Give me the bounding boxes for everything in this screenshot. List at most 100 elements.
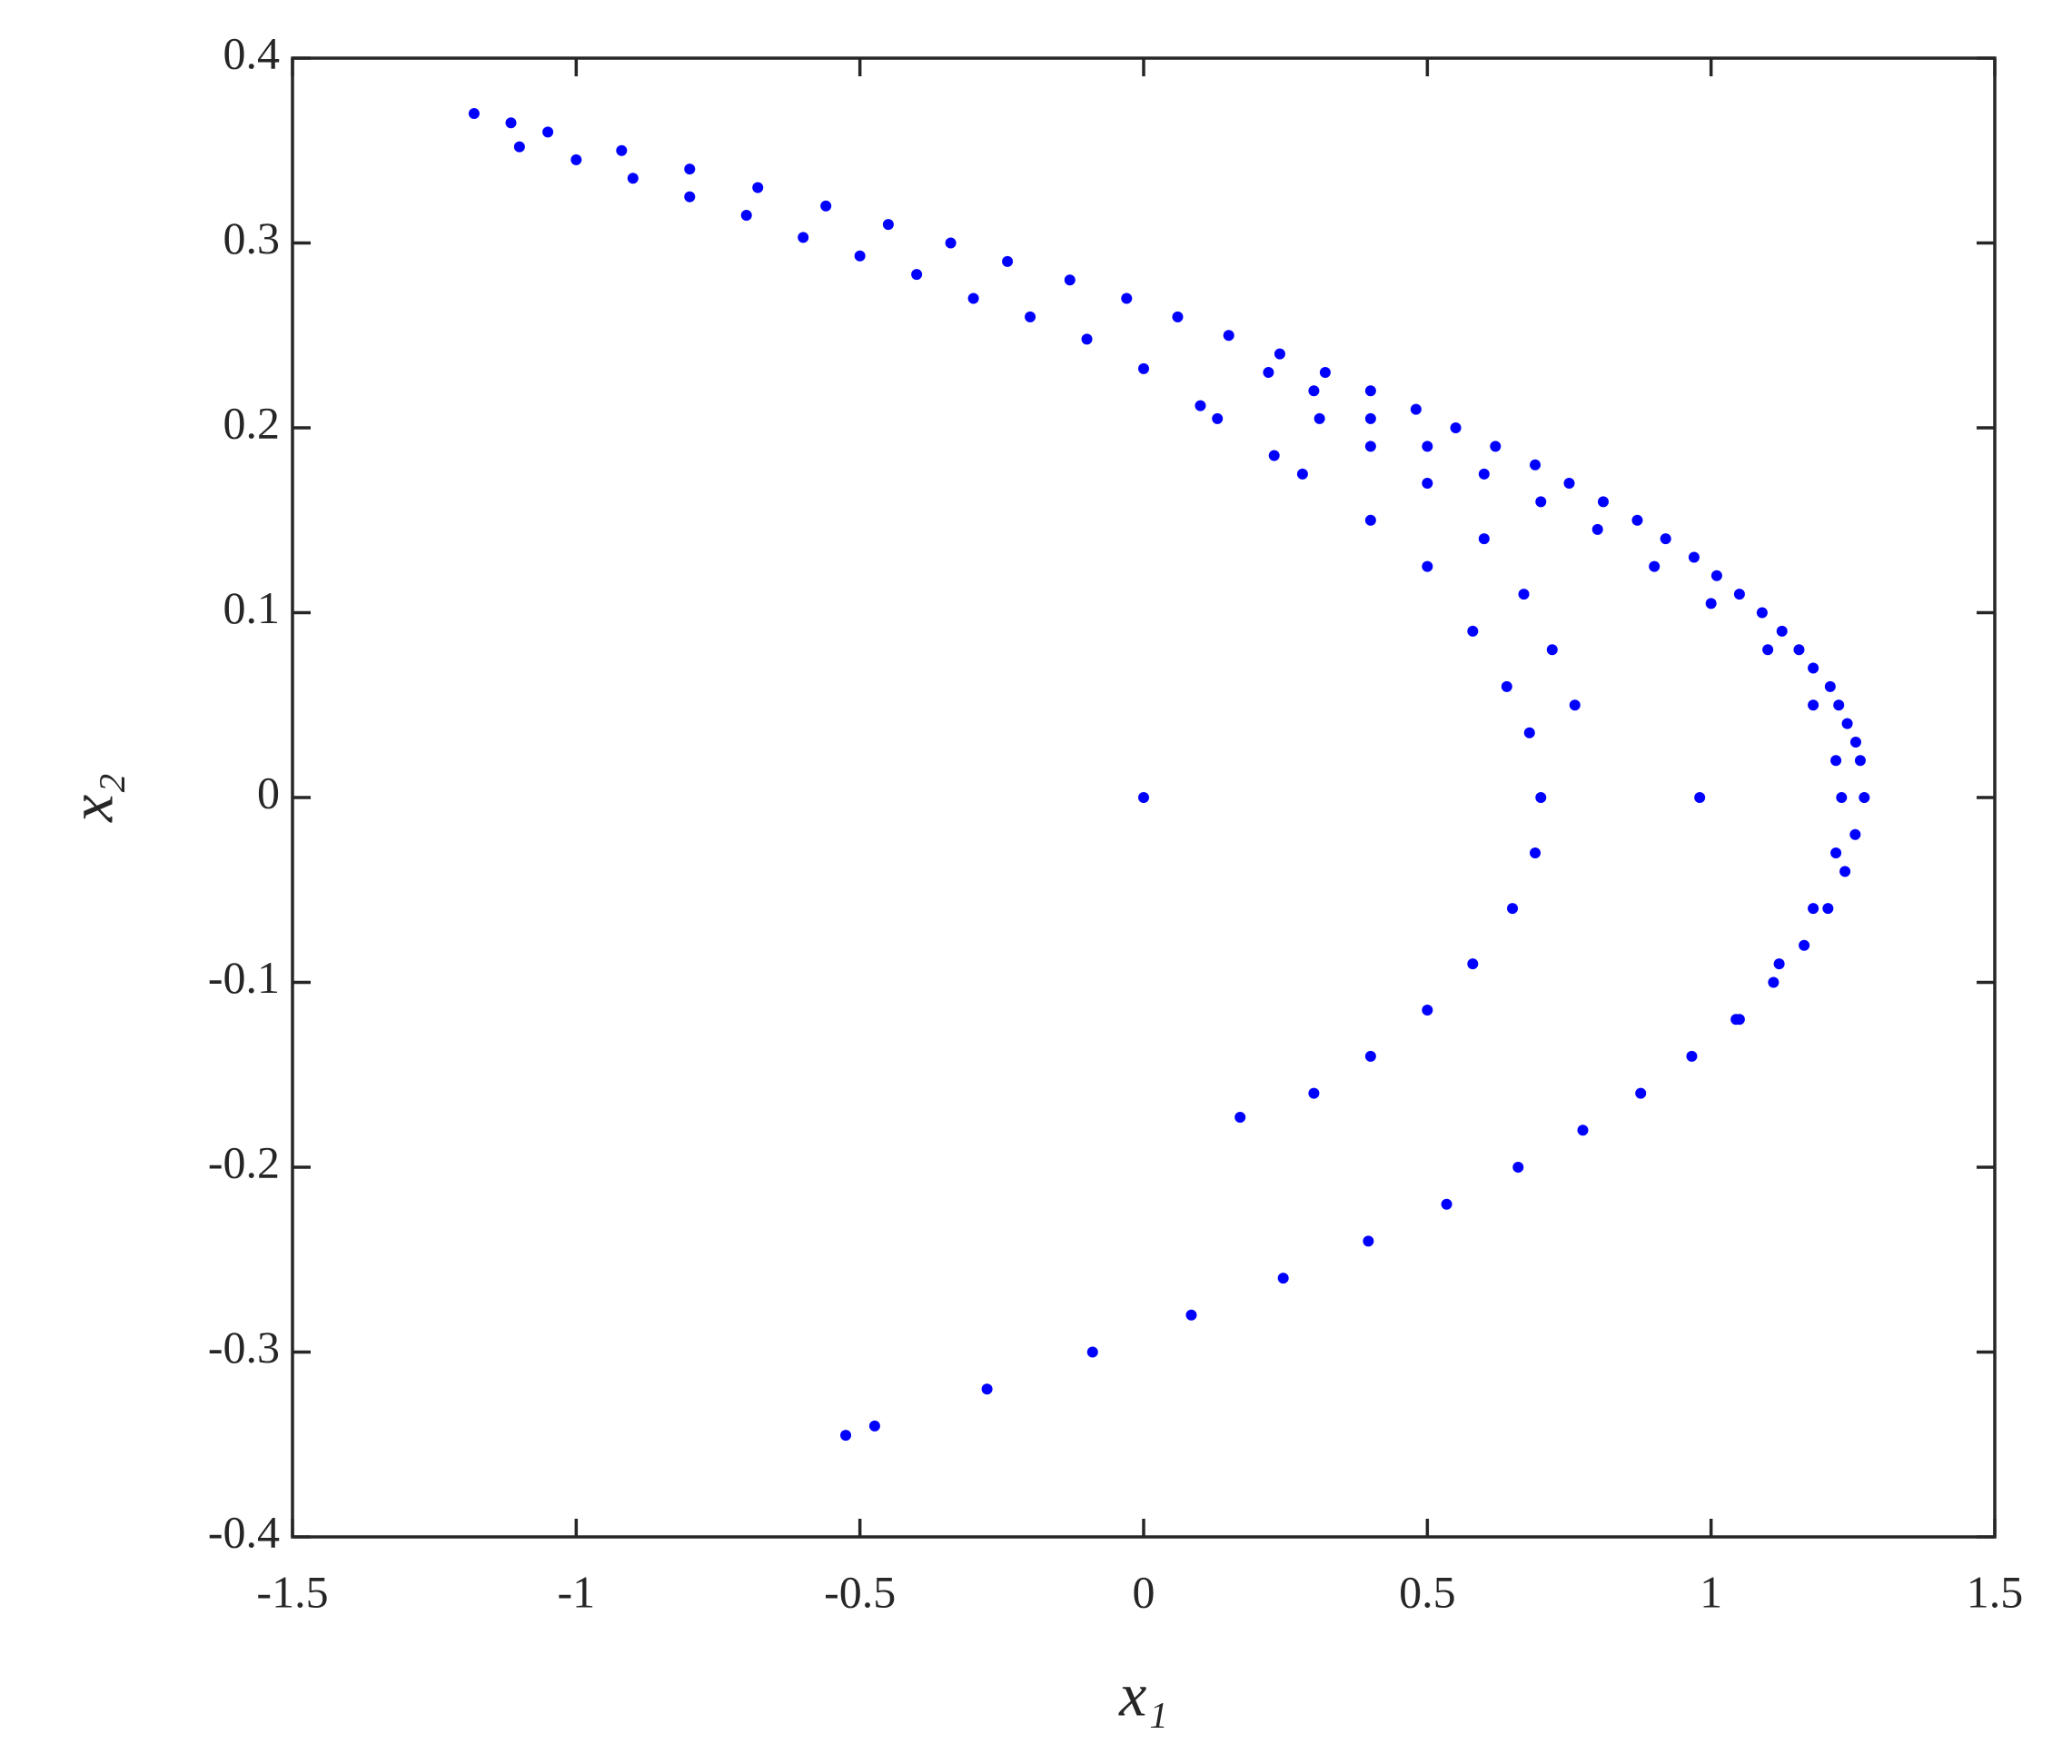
point xyxy=(1422,560,1433,572)
point xyxy=(1410,403,1422,415)
y-tick-label: 0.1 xyxy=(223,582,281,633)
point xyxy=(1478,533,1490,545)
point xyxy=(1660,533,1671,545)
point xyxy=(1563,478,1575,490)
point xyxy=(1631,514,1643,526)
point xyxy=(1808,699,1819,711)
point xyxy=(1172,311,1184,322)
point xyxy=(1002,255,1014,267)
x-tick-label: -1.5 xyxy=(256,1566,328,1617)
point xyxy=(1635,1087,1647,1099)
x-tick-label: 0.5 xyxy=(1399,1566,1456,1617)
point xyxy=(1364,385,1376,397)
point xyxy=(1830,755,1842,767)
plot-area xyxy=(468,108,1870,1442)
x-tick-label: -1 xyxy=(558,1566,596,1617)
point xyxy=(1776,625,1788,637)
point xyxy=(1733,1014,1745,1026)
point xyxy=(505,117,517,129)
point xyxy=(1223,330,1234,342)
point xyxy=(1849,736,1861,748)
point xyxy=(1364,1050,1376,1062)
point xyxy=(840,1430,852,1442)
point xyxy=(981,1383,993,1395)
point xyxy=(1274,348,1285,360)
point xyxy=(1319,366,1331,378)
point xyxy=(1296,468,1308,480)
point xyxy=(1546,644,1558,656)
point xyxy=(1733,589,1745,600)
y-tick-label: 0.3 xyxy=(223,213,281,263)
point xyxy=(1364,514,1376,526)
point xyxy=(513,141,525,153)
point xyxy=(1086,1346,1098,1358)
point xyxy=(1694,792,1706,803)
point xyxy=(1212,412,1224,424)
point xyxy=(1535,496,1547,508)
point xyxy=(1808,662,1819,674)
x-axis-label: x₁ xyxy=(1118,1660,1168,1729)
point xyxy=(1478,468,1490,480)
point xyxy=(1530,459,1542,471)
point xyxy=(1121,292,1133,304)
point xyxy=(1467,625,1479,637)
point xyxy=(1364,412,1376,424)
point xyxy=(752,182,764,193)
point xyxy=(1138,792,1149,803)
point xyxy=(1467,958,1479,970)
point xyxy=(1185,1309,1197,1321)
point xyxy=(1364,441,1376,452)
point xyxy=(627,173,639,184)
point xyxy=(1308,1087,1320,1099)
point xyxy=(820,200,832,212)
point xyxy=(854,250,866,262)
point xyxy=(542,126,554,138)
point xyxy=(1422,1005,1433,1016)
point xyxy=(798,232,809,243)
point xyxy=(468,108,480,120)
y-tick-label: -0.1 xyxy=(208,952,280,1003)
point xyxy=(1822,903,1834,915)
point xyxy=(1314,412,1325,424)
point xyxy=(1762,644,1774,656)
point xyxy=(570,154,582,165)
point xyxy=(1422,441,1433,452)
point xyxy=(1450,422,1462,433)
point xyxy=(1535,792,1547,803)
point xyxy=(1710,570,1722,581)
x-tick-label: -0.5 xyxy=(824,1566,896,1617)
y-tick-label: -0.4 xyxy=(208,1506,280,1557)
point xyxy=(1773,958,1785,970)
point xyxy=(1507,903,1519,915)
point xyxy=(1138,362,1149,374)
point xyxy=(1836,792,1848,803)
x-tick-label: 0 xyxy=(1133,1566,1155,1617)
point xyxy=(1849,828,1861,840)
point xyxy=(740,209,752,221)
point xyxy=(1308,385,1320,397)
point xyxy=(1841,718,1853,729)
point xyxy=(1859,792,1870,803)
y-tick-label: 0 xyxy=(257,767,280,818)
point xyxy=(1839,866,1851,877)
y-axis-label: x₂ xyxy=(57,773,126,823)
point xyxy=(1756,607,1768,619)
point xyxy=(1064,274,1076,286)
point xyxy=(1081,333,1093,345)
point xyxy=(1591,523,1603,535)
point xyxy=(882,219,894,231)
point xyxy=(1518,589,1530,600)
point xyxy=(945,237,957,249)
point xyxy=(1577,1125,1589,1136)
point xyxy=(684,164,696,175)
point xyxy=(1597,496,1609,508)
point xyxy=(1768,976,1780,988)
point xyxy=(911,269,923,281)
point xyxy=(1234,1112,1246,1124)
point xyxy=(1501,680,1512,692)
point xyxy=(1277,1273,1289,1284)
point xyxy=(1808,903,1819,915)
